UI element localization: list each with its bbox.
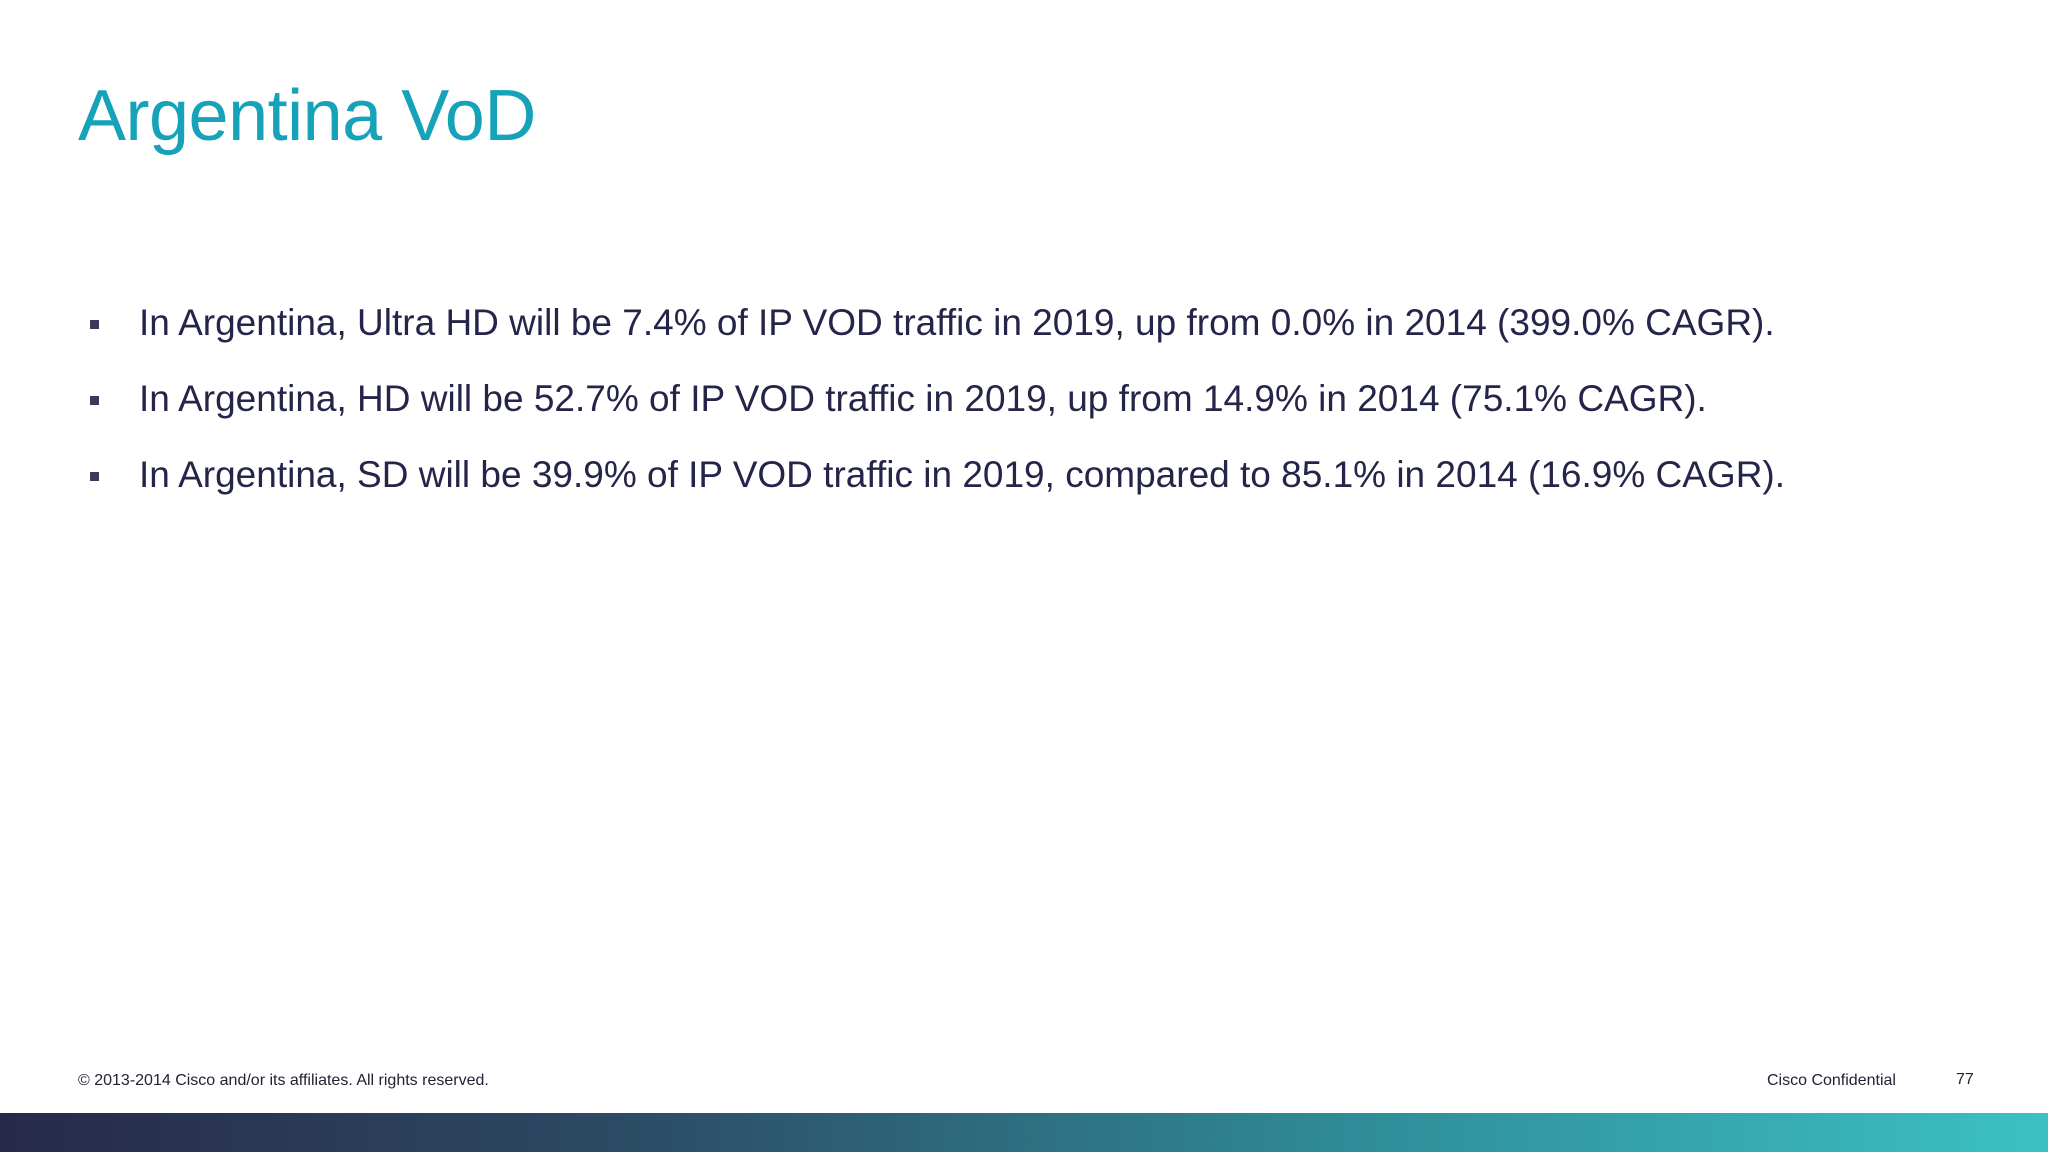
bullet-text: In Argentina, HD will be 52.7% of IP VOD… (139, 378, 1707, 419)
square-bullet-icon (90, 320, 99, 329)
bullet-text: In Argentina, Ultra HD will be 7.4% of I… (139, 302, 1775, 343)
square-bullet-icon (90, 396, 99, 405)
page-number: 77 (1956, 1071, 1974, 1088)
footer-copyright: © 2013-2014 Cisco and/or its affiliates.… (78, 1072, 489, 1089)
footer-confidential: Cisco Confidential (1767, 1072, 1896, 1089)
slide-title: Argentina VoD (78, 76, 536, 156)
square-bullet-icon (90, 472, 99, 481)
bottom-gradient-bar (0, 1113, 2048, 1152)
bullet-text: In Argentina, SD will be 39.9% of IP VOD… (139, 454, 1786, 495)
